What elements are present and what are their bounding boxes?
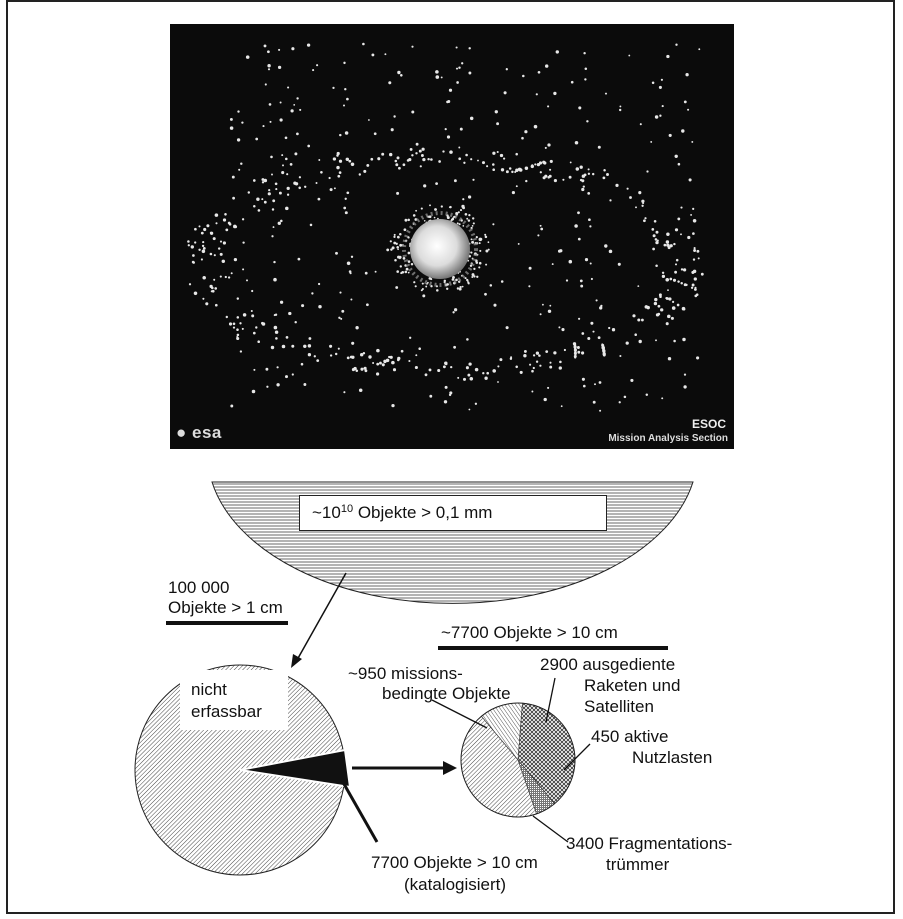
leader-catalogued: [338, 776, 379, 843]
label-active-2: Nutzlasten: [632, 748, 713, 767]
credit-mission-analysis: Mission Analysis Section: [608, 433, 728, 444]
arrow-head-1cm: [291, 654, 302, 668]
label-box-not-detectable: [180, 670, 288, 730]
arrow-to-1cm: [296, 572, 347, 661]
arrow-head-10cm: [443, 761, 457, 775]
label-mission-1: ~950 missions-: [348, 664, 463, 683]
pie-10cm: [460, 702, 576, 818]
label-spent-1: 2900 ausgediente: [540, 655, 676, 674]
label-mission-2: bedingte Objekte: [382, 684, 511, 703]
credit-esoc: ESOC: [691, 417, 726, 431]
label-fragments-1: 3400 Fragmentations-: [566, 834, 733, 853]
label-spent-2: Raketen und: [584, 676, 681, 695]
underline-1cm: [166, 621, 288, 625]
earth-globe: [410, 219, 470, 279]
pie-10cm-outline: [460, 702, 576, 818]
underline-10cm: [438, 646, 668, 650]
leader-mission: [431, 699, 488, 729]
small-pie-title: ~7700 Objekte > 10 cm: [441, 623, 618, 642]
label-fragments-2: trümmer: [606, 855, 670, 874]
label-1cm-size: Objekte > 1 cm: [168, 598, 283, 617]
label-not-detectable-1: nicht: [191, 680, 227, 699]
esa-logo: ● esa: [176, 423, 222, 442]
label-catalogued-1: 7700 Objekte > 10 cm: [371, 853, 538, 872]
figure-frame: [6, 0, 895, 914]
label-spent-3: Satelliten: [584, 697, 654, 716]
leader-spent: [545, 677, 556, 723]
space-debris-photo: ● esa ESOC Mission Analysis Section: [170, 24, 734, 449]
label-box-0-1mm: [299, 495, 607, 531]
label-0-1mm: ~1010 Objekte > 0,1 mm: [312, 503, 493, 522]
leader-active: [563, 743, 591, 771]
label-active-1: 450 aktive: [591, 727, 669, 746]
label-catalogued-2: (katalogisiert): [404, 875, 507, 894]
label-1cm-count: 100 000: [168, 578, 230, 597]
debris-field-image: [170, 24, 734, 449]
label-not-detectable-2: erfassbar: [191, 702, 262, 721]
leader-fragments: [532, 815, 569, 843]
pie-1cm-catalogued-slice: [239, 748, 352, 789]
earth-halo: [402, 211, 478, 287]
